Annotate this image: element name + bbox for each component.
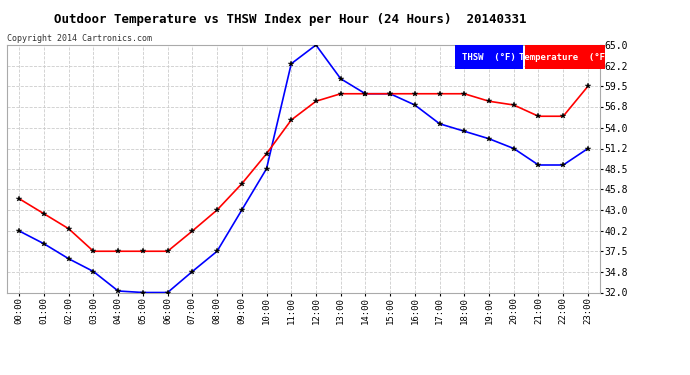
Text: THSW  (°F): THSW (°F) xyxy=(462,53,516,62)
Text: Outdoor Temperature vs THSW Index per Hour (24 Hours)  20140331: Outdoor Temperature vs THSW Index per Ho… xyxy=(54,13,526,26)
Text: Temperature  (°F): Temperature (°F) xyxy=(519,53,610,62)
Text: Copyright 2014 Cartronics.com: Copyright 2014 Cartronics.com xyxy=(7,33,152,42)
